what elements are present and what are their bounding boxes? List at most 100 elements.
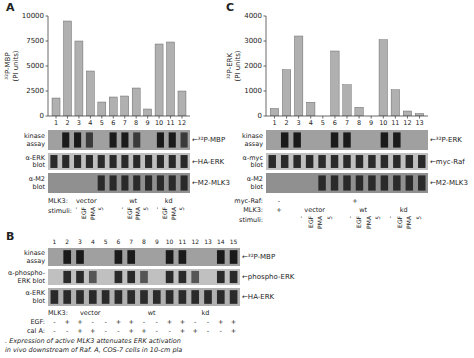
lane-number: 15 <box>230 238 238 245</box>
blot-label: α-ERKblot <box>25 154 45 169</box>
blot-band <box>169 155 176 168</box>
x-tick-label: 8 <box>357 119 361 127</box>
blot <box>48 248 240 266</box>
bar <box>52 98 60 116</box>
condition-value: - <box>220 327 223 335</box>
lane-number: 5 <box>104 238 108 245</box>
blot <box>266 130 428 150</box>
blot-band <box>63 290 71 304</box>
bars <box>270 36 424 116</box>
blot-band <box>268 155 275 168</box>
blot-band <box>331 155 338 168</box>
x-tick-label: 4 <box>309 119 313 127</box>
panel: B123456789101112131415kinaseassay←³²P-MB… <box>5 230 295 354</box>
x-tick-label: 12 <box>403 119 411 127</box>
blot-band <box>86 132 93 147</box>
y-tick-label: 4000 <box>244 12 262 20</box>
caption: in vivo downstream of Raf. A, COS-7 cell… <box>5 346 182 354</box>
bar <box>98 102 106 116</box>
y-tick-label: 0 <box>40 112 44 120</box>
blot-label: kinaseassay <box>24 249 45 264</box>
blot-band <box>281 132 288 147</box>
blot-band <box>169 132 176 147</box>
band-label: ←HA-ERK <box>192 158 225 166</box>
blot-band <box>115 290 123 304</box>
row-label: stimuli: <box>48 207 72 215</box>
condition-value: + <box>167 318 172 326</box>
x-tick-label: 9 <box>369 119 373 127</box>
condition-value: - <box>156 327 159 335</box>
blot-band <box>331 132 338 147</box>
y-tick-label: 10000 <box>22 12 44 20</box>
panel: kinaseassay←³²P-ERKα-mycblot←myc-Rafα-M2… <box>234 130 468 229</box>
bar <box>178 91 186 116</box>
caption: . Expression of active MLK3 attenuates E… <box>5 337 181 345</box>
blot-band <box>318 175 325 190</box>
blot <box>48 269 240 285</box>
stimulus-label: EGF <box>307 215 314 227</box>
x-tick-label: 11 <box>166 119 174 127</box>
y-tick <box>46 16 49 17</box>
lane-number: 1 <box>52 238 56 245</box>
blot-band <box>76 271 84 283</box>
condition-value: - <box>66 327 69 335</box>
condition-value: + <box>180 327 185 335</box>
blot-band <box>63 250 71 264</box>
bar <box>270 109 278 117</box>
condition-value: + <box>64 318 69 326</box>
blot-band <box>89 290 97 304</box>
blot-band <box>418 155 425 168</box>
panel-letter: A <box>6 1 15 14</box>
y-tick-label: 5000 <box>26 62 44 70</box>
blot-band <box>127 250 135 264</box>
condition-value: + <box>180 318 185 326</box>
blot-band <box>343 175 350 190</box>
condition-value: + <box>231 327 236 335</box>
condition-value: - <box>117 327 120 335</box>
label-line: ³²P-ERK <box>226 53 234 79</box>
blot-band <box>121 155 128 168</box>
group-label: + <box>276 206 281 214</box>
condition-value: - <box>207 318 210 326</box>
blot-band <box>181 175 188 190</box>
blot-band <box>76 290 84 304</box>
lane-number: 12 <box>191 238 199 245</box>
blot-band <box>140 290 148 304</box>
blot <box>266 173 428 193</box>
y-tick-label: 1000 <box>244 87 262 95</box>
band-label: ←myc-Raf <box>430 158 465 166</box>
label-line: ³²P-MBP <box>4 52 12 79</box>
blot-band <box>181 155 188 168</box>
group-label: wt <box>129 197 137 205</box>
condition-value: + <box>141 327 146 335</box>
condition-value: - <box>92 318 95 326</box>
x-tick-label: 5 <box>100 119 104 127</box>
stimulus-label: - <box>72 207 79 209</box>
bar <box>144 109 152 116</box>
lane-number: 11 <box>179 238 187 245</box>
blot-band <box>230 250 238 264</box>
label-line: (PI units) <box>12 50 20 81</box>
condition-value: + <box>218 318 223 326</box>
row-label: MLK3: <box>48 197 68 205</box>
x-tick-label: 9 <box>146 119 150 127</box>
blot-band <box>230 271 238 283</box>
blot-band <box>368 155 375 168</box>
lane-number: 14 <box>217 238 225 245</box>
bar <box>132 88 140 116</box>
condition-value: - <box>194 318 197 326</box>
blot-band <box>306 155 313 168</box>
blot-band <box>102 290 110 304</box>
blot-band <box>179 250 187 264</box>
stimulus-label: 5 <box>142 207 149 211</box>
panel-letter: C <box>226 1 234 14</box>
blot-band <box>98 155 105 168</box>
band-label: ←HA-ERK <box>242 293 275 301</box>
x-tick-label: 8 <box>134 119 138 127</box>
blot-band <box>166 290 174 304</box>
blot-band <box>293 155 300 168</box>
condition-value: - <box>168 327 171 335</box>
blot-band <box>133 155 140 168</box>
x-axis <box>48 116 190 117</box>
condition-value: + <box>77 318 82 326</box>
